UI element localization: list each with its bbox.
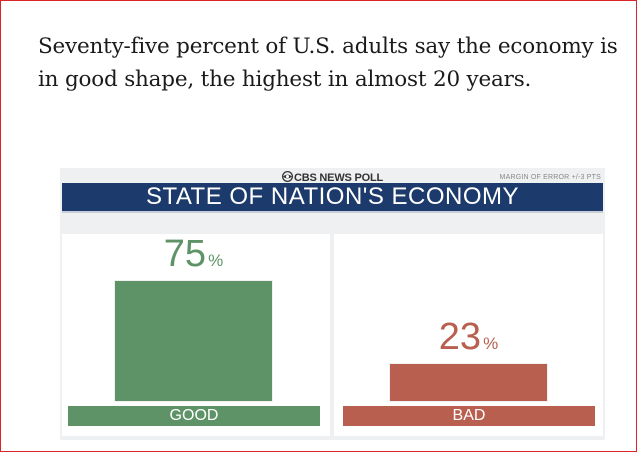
value-unit: % [483,334,499,354]
chart-title: STATE OF NATION'S ECONOMY [62,183,603,213]
category-label-good: GOOD [68,406,320,426]
cbs-eye-icon [281,171,293,182]
bar-good [115,281,272,401]
bar-bad [390,364,547,401]
chart-card: CBS NEWS POLL MARGIN OF ERROR +/-3 PTS S… [60,168,605,440]
value-unit: % [208,251,224,270]
poll-source: CBS NEWS POLL [60,171,605,184]
margin-of-error: MARGIN OF ERROR +/-3 PTS [499,174,601,181]
value-label-good: 75% [115,235,272,280]
headline: Seventy-five percent of U.S. adults say … [38,34,618,92]
poll-source-label: CBS NEWS POLL [293,172,384,184]
bad-panel: 23% BAD [334,234,603,436]
good-panel: 75% GOOD [62,234,330,436]
value-number: 75 [163,233,207,275]
value-number: 23 [438,316,482,359]
category-label-bad: BAD [343,406,595,426]
value-label-bad: 23% [390,318,547,363]
